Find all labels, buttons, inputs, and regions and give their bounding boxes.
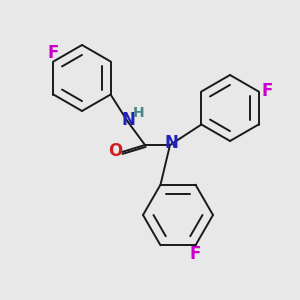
Text: F: F	[262, 82, 273, 100]
Text: H: H	[133, 106, 145, 120]
Text: F: F	[48, 44, 59, 62]
Text: N: N	[121, 111, 135, 129]
Text: F: F	[190, 245, 201, 263]
Text: O: O	[108, 142, 122, 160]
Text: N: N	[164, 134, 178, 152]
